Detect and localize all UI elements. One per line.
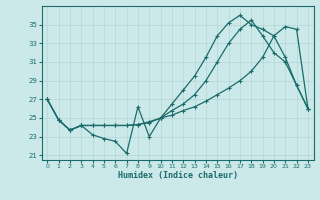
X-axis label: Humidex (Indice chaleur): Humidex (Indice chaleur) xyxy=(118,171,237,180)
